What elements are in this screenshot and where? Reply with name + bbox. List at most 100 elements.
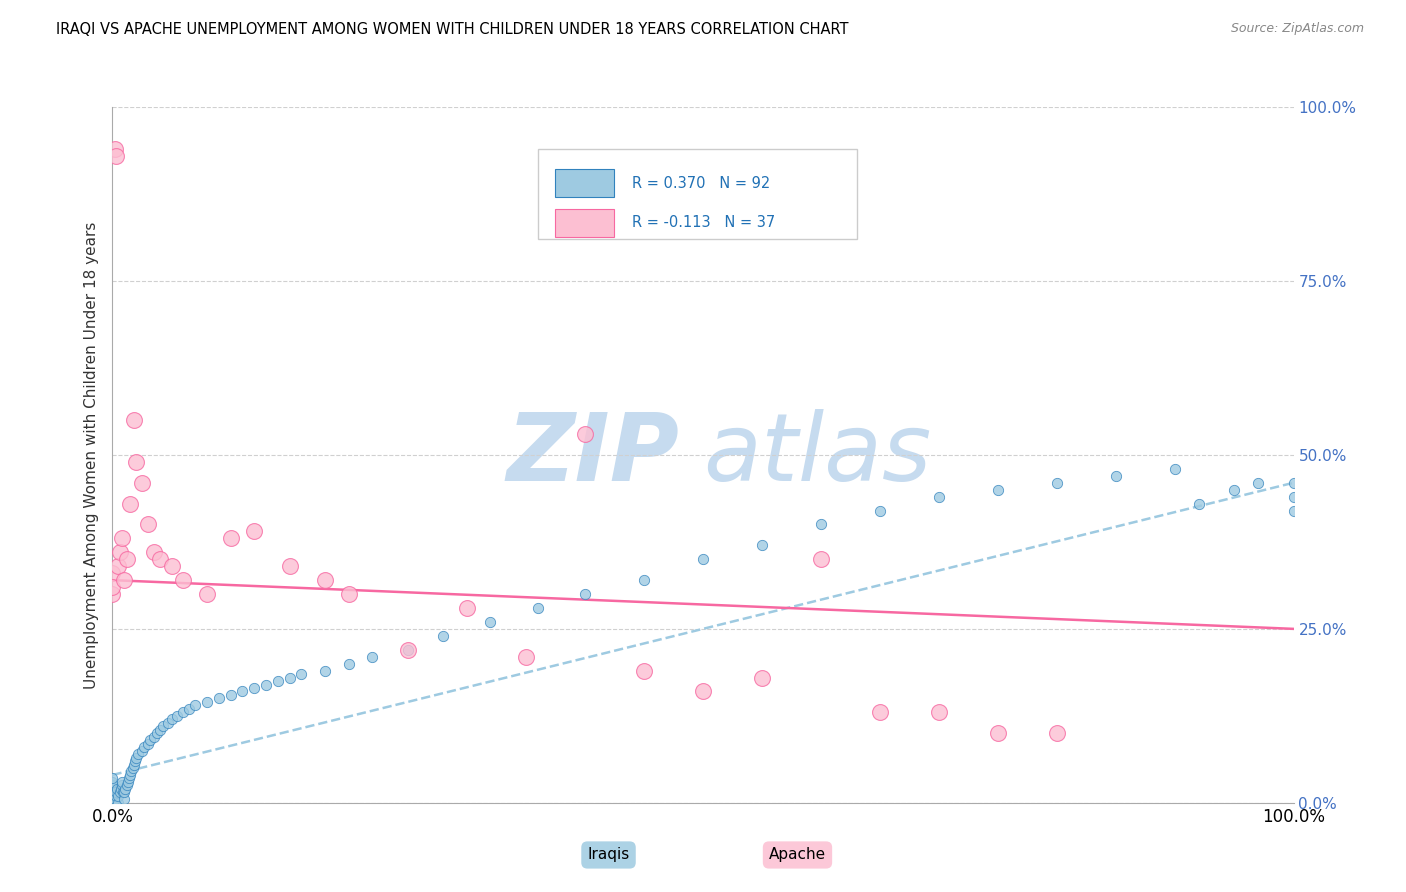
Point: [112, 785, 135, 799]
Point: [127, 747, 149, 761]
Point: [1188, 497, 1211, 511]
FancyBboxPatch shape: [555, 209, 614, 237]
Point: [160, 712, 183, 726]
Point: [122, 413, 145, 427]
Point: [987, 483, 1010, 497]
Point: [149, 552, 172, 566]
Point: [125, 750, 148, 764]
Point: [101, 792, 124, 806]
Point: [432, 629, 454, 643]
Point: [101, 789, 124, 803]
Point: [115, 552, 138, 566]
Point: [121, 761, 143, 775]
Point: [101, 796, 124, 810]
Point: [139, 733, 162, 747]
Point: [105, 781, 128, 796]
Point: [869, 706, 891, 720]
Point: [751, 671, 773, 685]
Point: [101, 796, 124, 810]
Point: [152, 719, 174, 733]
Point: [396, 642, 419, 657]
Point: [101, 796, 124, 810]
Point: [131, 475, 153, 490]
Point: [1046, 726, 1069, 740]
Point: [1247, 475, 1270, 490]
Point: [195, 695, 218, 709]
Text: Apache: Apache: [769, 847, 827, 863]
Point: [928, 490, 950, 504]
Point: [120, 768, 142, 782]
Point: [160, 559, 183, 574]
Point: [101, 796, 124, 810]
Point: [101, 796, 124, 810]
Point: [101, 796, 124, 810]
Point: [104, 796, 127, 810]
Point: [108, 785, 131, 799]
Point: [526, 601, 548, 615]
Text: atlas: atlas: [703, 409, 931, 500]
Point: [101, 785, 124, 799]
Point: [1164, 462, 1187, 476]
Point: [1282, 475, 1305, 490]
Point: [208, 691, 231, 706]
Point: [101, 775, 124, 789]
Point: [195, 587, 218, 601]
Point: [118, 772, 141, 786]
Point: [1223, 483, 1246, 497]
Point: [633, 573, 655, 587]
Point: [692, 684, 714, 698]
Point: [107, 559, 129, 574]
Point: [120, 497, 142, 511]
Point: [172, 573, 194, 587]
Point: [987, 726, 1010, 740]
Point: [142, 545, 165, 559]
Point: [1282, 490, 1305, 504]
Point: [112, 792, 135, 806]
Text: IRAQI VS APACHE UNEMPLOYMENT AMONG WOMEN WITH CHILDREN UNDER 18 YEARS CORRELATIO: IRAQI VS APACHE UNEMPLOYMENT AMONG WOMEN…: [56, 22, 849, 37]
Point: [101, 781, 124, 796]
Point: [125, 455, 148, 469]
Point: [112, 785, 135, 799]
Point: [114, 781, 136, 796]
FancyBboxPatch shape: [555, 169, 614, 197]
Point: [110, 781, 132, 796]
Point: [361, 649, 384, 664]
Point: [869, 503, 891, 517]
Point: [243, 524, 266, 539]
Point: [1046, 475, 1069, 490]
FancyBboxPatch shape: [537, 149, 856, 239]
Point: [104, 142, 127, 156]
Point: [136, 737, 159, 751]
Point: [1105, 468, 1128, 483]
Point: [149, 723, 172, 737]
Point: [101, 778, 124, 792]
Point: [101, 789, 124, 803]
Point: [146, 726, 169, 740]
Point: [124, 754, 146, 768]
Point: [101, 580, 124, 594]
Point: [928, 706, 950, 720]
Point: [107, 789, 129, 803]
Point: [101, 772, 124, 786]
Point: [278, 559, 301, 574]
Point: [142, 730, 165, 744]
Point: [278, 671, 301, 685]
Point: [107, 796, 129, 810]
Point: [314, 664, 336, 678]
Point: [337, 587, 360, 601]
Point: [1282, 503, 1305, 517]
Point: [751, 538, 773, 552]
Point: [456, 601, 478, 615]
Point: [104, 792, 127, 806]
Point: [101, 778, 124, 792]
Point: [115, 778, 138, 792]
Point: [574, 427, 596, 442]
Point: [810, 552, 832, 566]
Point: [219, 532, 242, 546]
Point: [633, 664, 655, 678]
Point: [692, 552, 714, 566]
Text: Iraqis: Iraqis: [588, 847, 630, 863]
Point: [112, 573, 135, 587]
Point: [101, 781, 124, 796]
Point: [156, 715, 179, 730]
